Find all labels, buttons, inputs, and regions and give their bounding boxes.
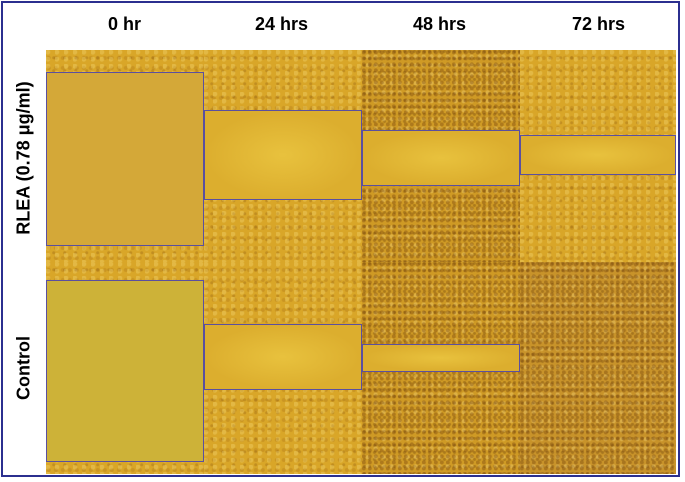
micrograph-control-0hr <box>46 262 204 474</box>
wound-area-box <box>362 344 520 372</box>
micrograph-rlea-48hrs <box>362 50 520 262</box>
row-label-control: Control <box>13 336 34 400</box>
micrograph-rlea-0hr <box>46 50 204 262</box>
micrograph-rlea-24hrs <box>204 50 362 262</box>
row-label-rlea: RLEA (0.78 μg/ml) <box>13 81 34 235</box>
micrograph-control-24hrs <box>204 262 362 474</box>
col-header-48hrs: 48 hrs <box>412 14 467 34</box>
wound-area-box <box>520 135 676 175</box>
wound-area-box <box>362 130 520 186</box>
micrograph-control-48hrs <box>362 262 520 474</box>
micrograph-rlea-72hrs <box>520 50 676 262</box>
col-header-0hr: 0 hr <box>107 14 141 34</box>
col-header-72hrs: 72 hrs <box>571 14 626 34</box>
wound-area-box <box>46 72 204 246</box>
micrograph-grid <box>46 50 676 474</box>
micrograph-control-72hrs <box>520 262 676 474</box>
wound-area-box <box>46 280 204 462</box>
wound-area-box <box>204 110 362 200</box>
col-header-24hrs: 24 hrs <box>254 14 309 34</box>
wound-area-box <box>204 324 362 390</box>
